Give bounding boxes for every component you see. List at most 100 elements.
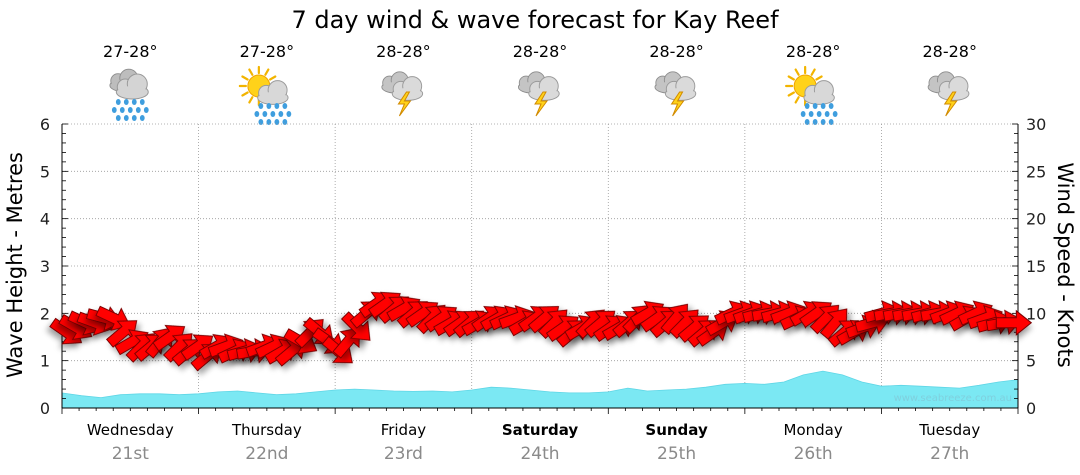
temperature-label: 28-28°	[513, 42, 568, 61]
left-axis-ticks: 0 1 2 3 4 5 6	[40, 115, 50, 418]
rain-drop	[804, 119, 810, 125]
lightning-bolt	[943, 91, 958, 117]
sun-rain-cloud-icon	[238, 65, 292, 125]
rain-drop	[123, 99, 129, 105]
sun-rain-cloud-icon	[785, 65, 838, 125]
day-name-label: Tuesday	[918, 421, 980, 439]
rain-drop	[258, 119, 264, 125]
sun-ray	[787, 75, 795, 81]
rain-drop	[816, 111, 822, 117]
rain-drop	[119, 107, 125, 113]
day-name-label: Friday	[381, 421, 427, 439]
rain-drop	[139, 99, 145, 105]
rain-drop	[143, 107, 149, 113]
lightning-bolt	[397, 91, 412, 117]
right-tick-label: 0	[1026, 399, 1036, 418]
rain-drop	[282, 103, 288, 109]
sun-ray	[794, 68, 800, 76]
sun-ray	[787, 91, 795, 97]
wind-arrow-shape	[819, 308, 848, 340]
day-labels: Wednesday 21st Thursday 22nd Friday 23rd Satur…	[87, 421, 980, 464]
rain-drop	[266, 119, 272, 125]
left-tick-label: 4	[40, 210, 50, 229]
day-name-label: Sunday	[645, 421, 708, 439]
lightning-bolt	[534, 91, 548, 117]
wave-height-area	[61, 370, 1019, 409]
left-tick-label: 3	[40, 257, 50, 276]
sun-ray	[241, 75, 249, 81]
rain-drop	[812, 103, 818, 109]
wind-arrow	[995, 309, 1033, 336]
day-date-label: 23rd	[384, 444, 423, 464]
day-name-label: Saturday	[502, 421, 579, 439]
right-tick-label: 25	[1026, 162, 1046, 181]
right-tick-label: 30	[1026, 115, 1046, 134]
weather-row: 27-28° 27-28° 28-28° 28-28° 28-28° 28-28° 28-2…	[103, 42, 977, 125]
rain-drop	[115, 99, 121, 105]
thunderstorm-icon	[654, 71, 697, 117]
day-date-label: 25th	[657, 444, 696, 464]
wind-arrow	[819, 308, 848, 340]
left-tick-label: 0	[40, 399, 50, 418]
rain-drop	[828, 103, 834, 109]
rain-drop	[282, 119, 288, 125]
rain-drop	[135, 107, 141, 113]
cloud-part	[258, 92, 288, 104]
rain-drop	[115, 115, 121, 121]
temperature-label: 28-28°	[922, 42, 977, 61]
wind-arrow-shape	[105, 320, 138, 348]
temperature-label: 27-28°	[103, 42, 158, 61]
rain-drop	[808, 111, 814, 117]
rain-drop	[131, 99, 137, 105]
rain-drop	[800, 111, 806, 117]
rain-drop	[820, 103, 826, 109]
rain-drop	[111, 107, 117, 113]
sun-ray	[810, 68, 816, 76]
rain-drop	[270, 111, 276, 117]
chart-title: 7 day wind & wave forecast for Kay Reef	[291, 6, 779, 34]
y-left-axis-label: Wave Height - Metres	[3, 152, 27, 378]
rain-drop	[262, 111, 268, 117]
rain-drop	[123, 115, 129, 121]
watermark: www.seabreeze.com.au	[894, 393, 1012, 404]
thunderstorm-icon	[381, 71, 424, 117]
sun-ray	[241, 91, 249, 97]
rain-drop	[254, 111, 260, 117]
cloud-shape	[115, 73, 149, 100]
plot-frame	[61, 123, 1019, 414]
cloud-shape	[257, 80, 289, 105]
wind-arrows-series	[49, 291, 1033, 372]
rain-drop	[832, 111, 838, 117]
thunderstorm-icon	[517, 71, 560, 117]
rain-drop	[286, 111, 292, 117]
sun-ray	[815, 75, 823, 81]
rain-drop	[820, 119, 826, 125]
rain-drop	[274, 103, 280, 109]
rain-drop	[828, 119, 834, 125]
wave-height-series	[61, 370, 1019, 409]
day-name-label: Thursday	[231, 421, 302, 439]
sun-ray	[794, 96, 800, 104]
right-tick-label: 10	[1026, 304, 1046, 323]
rain-drop	[274, 119, 280, 125]
temperature-label: 28-28°	[786, 42, 841, 61]
day-date-label: 22nd	[245, 444, 288, 464]
day-date-label: 26th	[794, 444, 833, 464]
cloud-part	[804, 92, 834, 104]
day-date-label: 27th	[930, 444, 969, 464]
rain-drop	[824, 111, 830, 117]
right-tick-label: 20	[1026, 210, 1046, 229]
temperature-label: 28-28°	[649, 42, 704, 61]
thunderstorm-icon	[927, 71, 970, 117]
day-name-label: Wednesday	[87, 421, 174, 439]
right-tick-label: 5	[1026, 352, 1036, 371]
y-right-axis-label: Wind Speed - Knots	[1053, 162, 1077, 367]
rain-drops	[254, 103, 292, 125]
day-date-label: 24th	[520, 444, 559, 464]
temperature-label: 27-28°	[240, 42, 295, 61]
rain-drop	[139, 115, 145, 121]
rain-drop	[266, 103, 272, 109]
rain-drop	[258, 103, 264, 109]
day-name-label: Monday	[784, 421, 843, 439]
